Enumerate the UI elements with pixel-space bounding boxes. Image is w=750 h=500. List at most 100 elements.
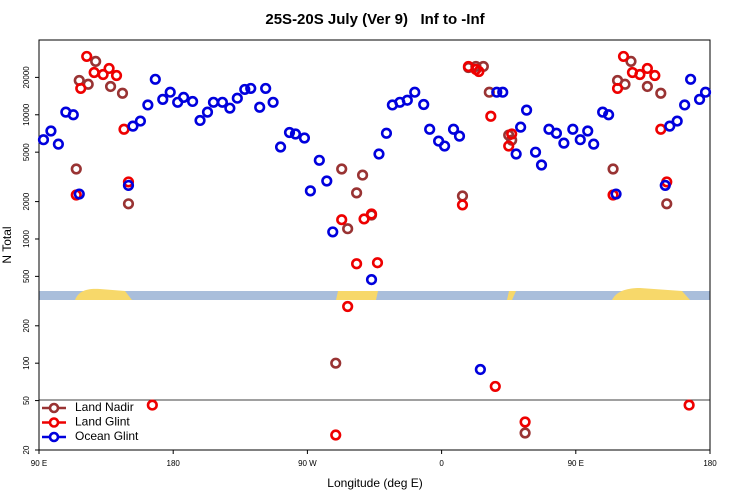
y-tick-label: 500 — [22, 269, 31, 283]
point — [224, 102, 236, 114]
point — [582, 125, 594, 137]
point — [574, 134, 586, 146]
point — [491, 86, 503, 98]
point — [103, 62, 115, 75]
point — [164, 86, 176, 98]
point — [267, 96, 279, 108]
point — [142, 99, 154, 111]
point — [603, 109, 615, 121]
point — [351, 187, 363, 199]
x-axis-label: Longitude (deg E) — [327, 476, 422, 490]
legend-label: Land Nadir — [75, 400, 134, 414]
x-tick-label: 0 — [439, 459, 444, 468]
y-tick-label: 2000 — [22, 192, 31, 210]
point — [418, 98, 430, 111]
point — [371, 257, 384, 269]
point — [254, 101, 266, 113]
point — [661, 198, 673, 210]
point — [356, 169, 369, 181]
point — [178, 91, 190, 104]
point — [447, 123, 460, 135]
point — [655, 123, 667, 135]
point — [260, 82, 272, 95]
point — [81, 50, 93, 63]
legend-label: Land Glint — [75, 415, 130, 429]
point — [37, 134, 50, 146]
legend-marker — [48, 402, 60, 414]
point — [693, 93, 706, 105]
point — [503, 140, 515, 152]
point — [321, 175, 333, 187]
point — [73, 188, 85, 200]
point — [474, 363, 486, 376]
x-tick-label: 90 E — [31, 459, 47, 468]
point — [699, 86, 712, 98]
point — [186, 95, 199, 108]
point — [75, 82, 87, 95]
surface-strip — [39, 288, 710, 300]
point — [453, 130, 466, 142]
point — [456, 199, 469, 211]
point — [634, 68, 646, 81]
x-tick-label: 180 — [703, 459, 717, 468]
y-tick-label: 200 — [22, 319, 31, 333]
point — [683, 399, 695, 411]
point — [342, 300, 354, 313]
point — [157, 93, 169, 105]
x-tick-label: 90 E — [568, 459, 584, 468]
point — [456, 190, 469, 202]
point — [655, 87, 667, 99]
point — [489, 380, 501, 393]
point — [88, 66, 100, 79]
point — [122, 179, 135, 192]
y-tick-label: 20 — [22, 445, 31, 454]
point — [535, 159, 548, 171]
point — [649, 69, 661, 82]
point — [424, 123, 436, 135]
point — [127, 120, 139, 132]
point — [134, 115, 146, 127]
point — [351, 258, 363, 270]
point — [118, 123, 130, 135]
y-tick-label: 10000 — [22, 103, 31, 126]
point — [685, 73, 697, 85]
x-tick-label: 180 — [167, 459, 181, 468]
point — [146, 399, 158, 411]
point — [641, 80, 653, 93]
point — [122, 198, 135, 210]
legend-marker — [48, 417, 60, 428]
point — [274, 141, 287, 153]
point — [659, 179, 671, 192]
point — [473, 65, 485, 78]
point — [342, 223, 354, 235]
y-tick-label: 50 — [22, 396, 31, 405]
point — [201, 106, 214, 118]
chart-title: 25S-20S July (Ver 9) Inf to -Inf — [265, 11, 485, 28]
point — [617, 50, 630, 63]
point — [67, 109, 79, 121]
point — [104, 80, 117, 93]
point — [304, 185, 316, 197]
plot-frame — [38, 39, 711, 451]
x-tick-label: 90 W — [298, 459, 317, 468]
point — [625, 55, 637, 68]
point — [365, 273, 378, 286]
point — [506, 128, 518, 140]
point — [597, 106, 609, 118]
point — [116, 87, 129, 99]
point — [588, 138, 600, 150]
point — [641, 62, 653, 75]
point — [52, 138, 64, 150]
point — [110, 69, 123, 82]
point — [520, 104, 533, 116]
point — [97, 68, 109, 81]
point — [70, 163, 82, 175]
point — [207, 96, 220, 108]
y-tick-label: 1000 — [22, 230, 31, 248]
point — [90, 55, 102, 68]
y-tick-label: 5000 — [22, 143, 31, 161]
legend-marker — [48, 431, 60, 443]
y-tick-label: 20000 — [22, 66, 31, 89]
point — [607, 163, 619, 175]
